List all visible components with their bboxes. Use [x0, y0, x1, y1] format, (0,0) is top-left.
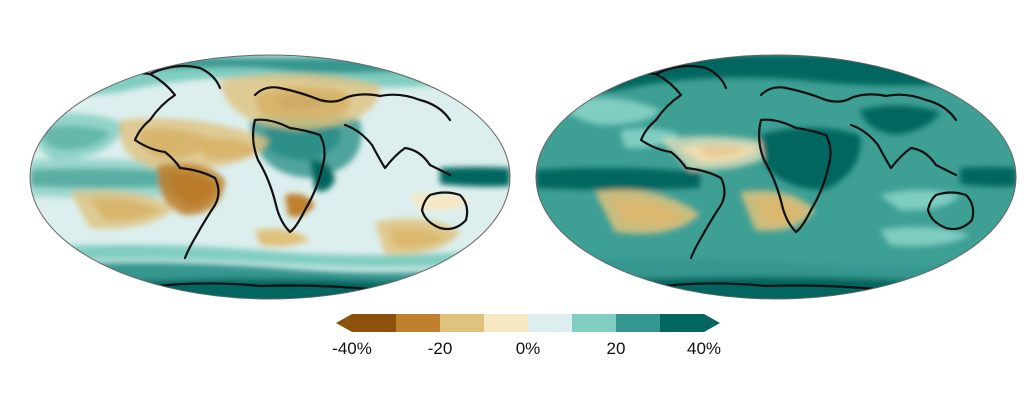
wet-patches-midlat-r: [560, 97, 660, 125]
colorbar-extend-low: [336, 314, 352, 332]
left-map-outline: [29, 54, 511, 300]
colorbar-tick-label: 0%: [516, 339, 541, 358]
wet-band-south: [30, 244, 510, 268]
light-patch-indian-r: [880, 190, 960, 211]
dry-patch-australia: [410, 193, 470, 211]
wet-patch-asia-r: [860, 105, 940, 135]
colorbar-tick-label: -20: [428, 339, 453, 358]
colorbar-segments: [352, 314, 705, 332]
colorbar-extend-high: [704, 314, 720, 332]
wet-band-equator-edge: [30, 158, 180, 198]
wet-band-north-strong: [120, 58, 420, 74]
wet-patch-africa-halo: [250, 112, 362, 178]
dry-patch-caribbean-halo: [119, 118, 270, 171]
dry-band-atlantic-halo-r: [660, 136, 780, 171]
colorbar-tick-label: 20: [607, 339, 626, 358]
light-patch-south-r: [880, 226, 970, 247]
colorbar-tick-label: 40%: [687, 339, 721, 358]
wet-patch-eastafrica: [310, 159, 335, 192]
dry-patch-southafrica: [285, 193, 315, 218]
colorbar-segment: [352, 314, 397, 332]
colorbar-segment: [440, 314, 485, 332]
dry-patch-europe-halo: [220, 73, 380, 130]
wet-band-equator-r: [536, 167, 700, 190]
map-right: [535, 54, 1017, 300]
dry-patch-southatlantic: [255, 228, 310, 247]
colorbar-segment: [484, 314, 529, 332]
coastlines-right: [594, 64, 975, 292]
wet-band-antarctic-r: [620, 276, 940, 299]
colorbar-segment: [528, 314, 573, 332]
wet-patch-northpacific-r: [620, 128, 680, 149]
wet-patch-pacific-halo: [33, 113, 126, 160]
colorbar-tick-labels: -40% -20 0% 20 40%: [332, 339, 721, 358]
wet-patch-africa-r: [760, 127, 861, 190]
dry-patch-amazon-halo: [157, 163, 225, 215]
colorbar-segment: [616, 314, 661, 332]
colorbar-segment: [660, 314, 705, 332]
wet-band-east-r: [960, 167, 1016, 187]
dry-patch-southatlantic-halo-r: [740, 190, 815, 232]
colorbar-segment: [396, 314, 441, 332]
wet-band-antarctic: [120, 278, 440, 299]
right-map-outline: [535, 54, 1017, 300]
colorbar-segment: [572, 314, 617, 332]
coastlines-left: [88, 64, 469, 292]
wet-band-east: [440, 167, 510, 187]
colorbar-tick-label: -40%: [332, 339, 372, 358]
dry-patch-southpacific-halo-r: [595, 189, 700, 234]
map-left: [29, 54, 511, 300]
dry-patch-southpacific-halo: [70, 190, 175, 229]
colorbar: -40% -20 0% 20 40%: [332, 314, 721, 358]
